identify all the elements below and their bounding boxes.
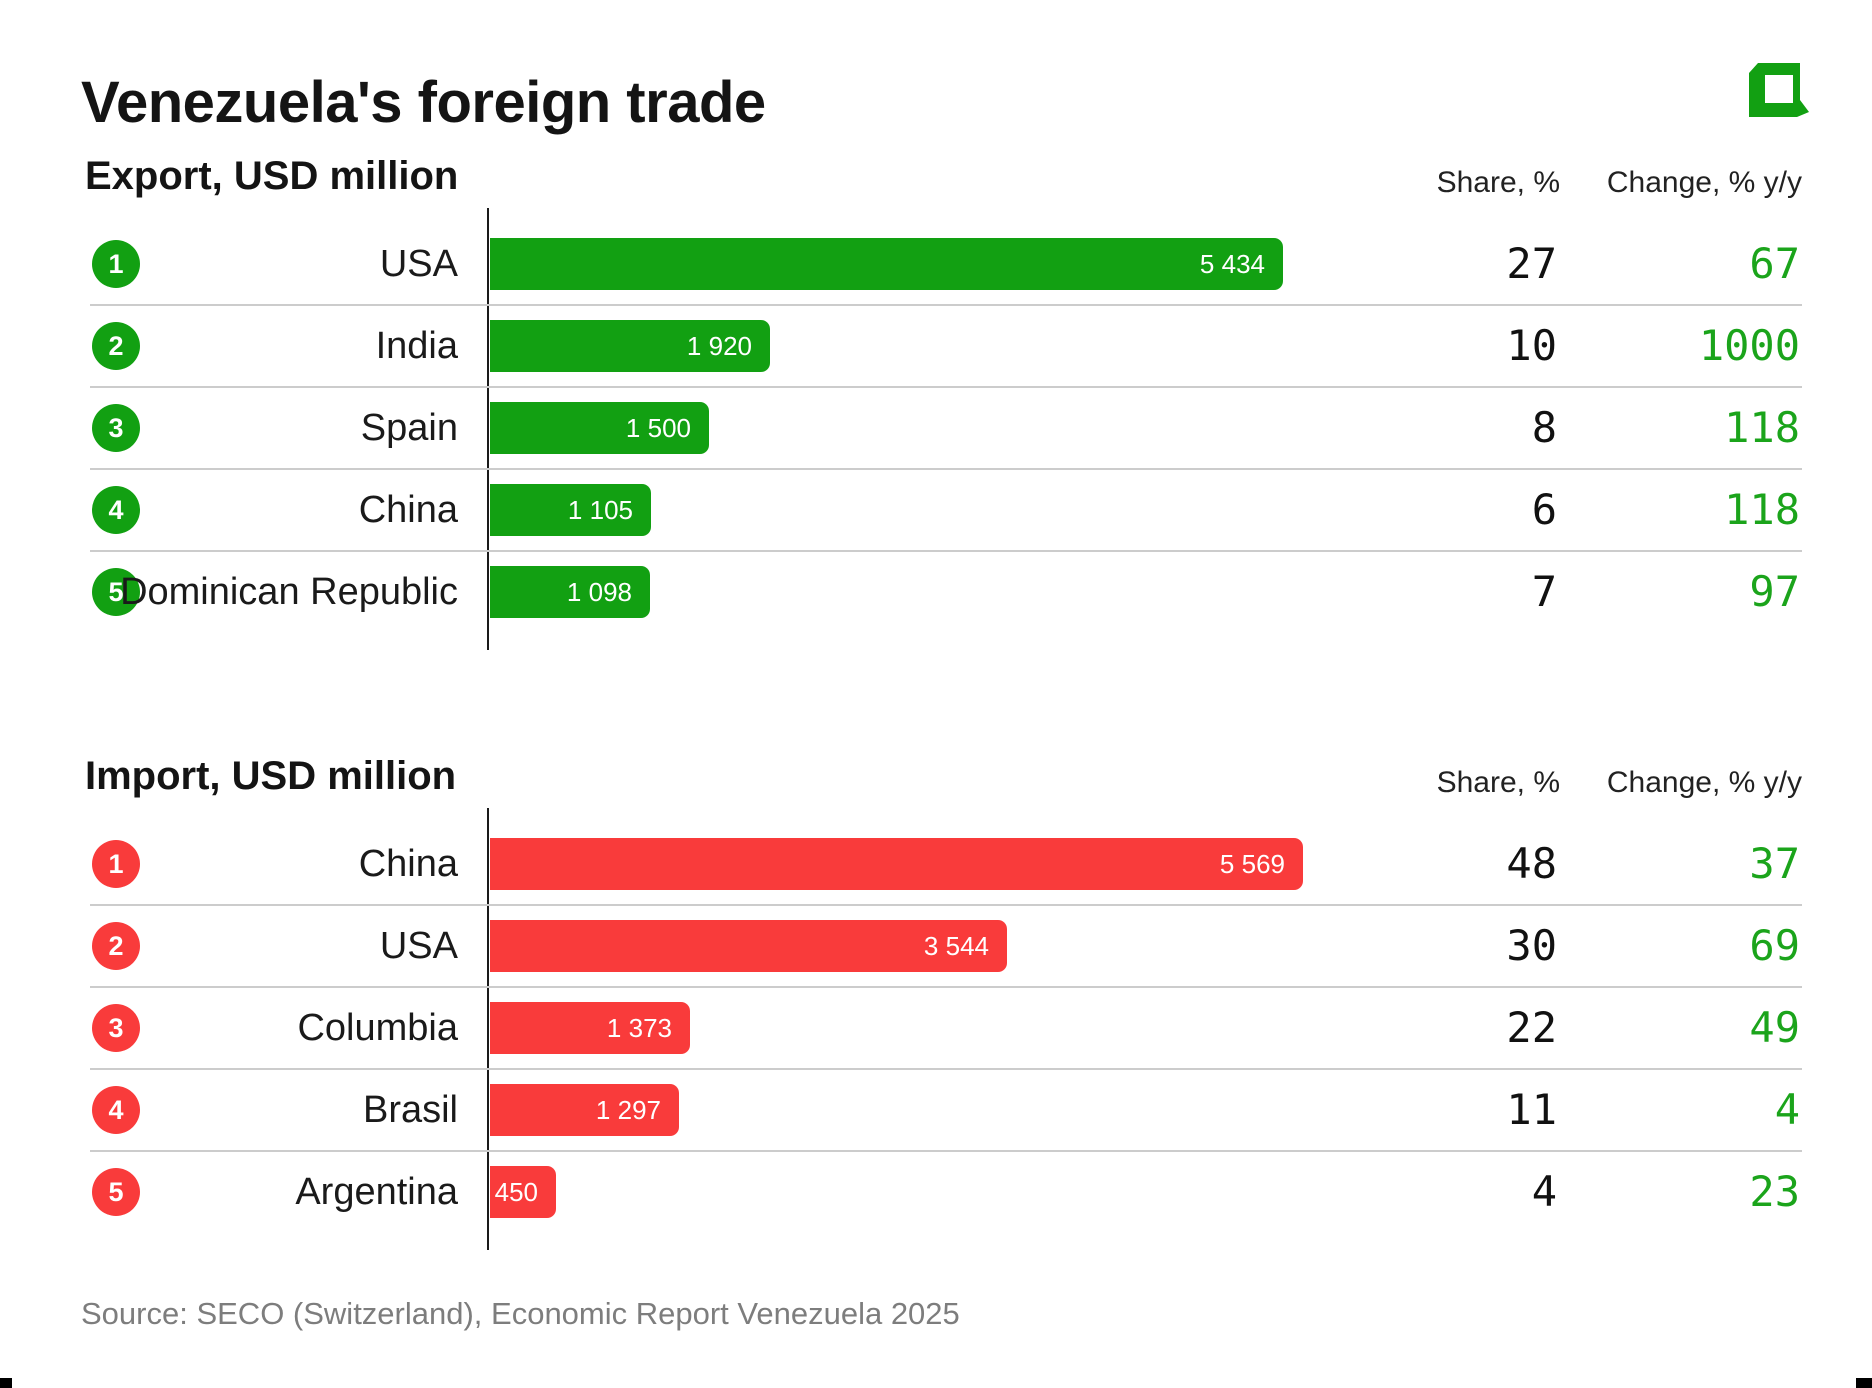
export-chart: Export, USD million Share, % Change, % y… <box>0 152 1872 672</box>
value-bar: 1 105 <box>490 484 651 536</box>
row-separator <box>90 1068 1802 1070</box>
share-value: 27 <box>1506 239 1557 288</box>
rank-badge: 2 <box>92 922 140 970</box>
share-column-header: Share, % <box>1436 766 1560 799</box>
row-separator <box>90 304 1802 306</box>
bar-value-label: 1 105 <box>567 495 633 525</box>
country-label: India <box>375 324 458 367</box>
table-row: 2 India 1 920 10 1000 <box>0 320 1872 372</box>
country-label: Spain <box>360 406 458 449</box>
bar-value-label: 3 544 <box>923 931 989 961</box>
share-value: 30 <box>1506 921 1557 970</box>
change-value: 37 <box>1749 839 1800 888</box>
source-note: Source: SECO (Switzerland), Economic Rep… <box>81 1296 960 1331</box>
row-separator <box>90 468 1802 470</box>
share-value: 48 <box>1506 839 1557 888</box>
change-value: 1000 <box>1698 321 1800 370</box>
bar-value-label: 450 <box>494 1177 538 1207</box>
change-value: 67 <box>1749 239 1800 288</box>
value-bar: 3 544 <box>490 920 1007 972</box>
table-row: 2 USA 3 544 30 69 <box>0 920 1872 972</box>
rank-badge: 1 <box>92 240 140 288</box>
change-column-header: Change, % y/y <box>1606 766 1802 799</box>
table-row: 5 Dominican Republic 1 098 7 97 <box>0 566 1872 618</box>
bar-value-label: 1 297 <box>595 1095 661 1125</box>
value-bar: 1 098 <box>490 566 650 618</box>
value-bar: 1 500 <box>490 402 709 454</box>
bar-value-label: 5 569 <box>1219 849 1285 879</box>
table-row: 3 Columbia 1 373 22 49 <box>0 1002 1872 1054</box>
bar-value-label: 1 098 <box>566 577 632 607</box>
page-title: Venezuela's foreign trade <box>81 70 766 135</box>
change-value: 97 <box>1749 567 1800 616</box>
bottom-left-artifact <box>0 1378 12 1388</box>
change-value: 69 <box>1749 921 1800 970</box>
country-label: USA <box>379 242 458 285</box>
table-row: 1 China 5 569 48 37 <box>0 838 1872 890</box>
table-row: 4 China 1 105 6 118 <box>0 484 1872 536</box>
row-separator <box>90 1150 1802 1152</box>
bar-value-label: 1 373 <box>606 1013 672 1043</box>
share-value: 6 <box>1531 485 1557 534</box>
country-label: China <box>358 842 458 885</box>
change-value: 23 <box>1749 1167 1800 1216</box>
share-value: 11 <box>1506 1085 1557 1134</box>
axis-line <box>487 208 489 650</box>
rank-badge: 1 <box>92 840 140 888</box>
rank-badge: 3 <box>92 1004 140 1052</box>
value-bar: 1 297 <box>490 1084 679 1136</box>
share-value: 7 <box>1531 567 1557 616</box>
change-column-header: Change, % y/y <box>1606 166 1802 199</box>
rank-badge: 2 <box>92 322 140 370</box>
import-plot-area: 1 China 5 569 48 37 2 USA 3 544 30 69 3 … <box>0 808 1872 1250</box>
row-separator <box>90 986 1802 988</box>
table-row: 4 Brasil 1 297 11 4 <box>0 1084 1872 1136</box>
bar-value-label: 1 920 <box>686 331 752 361</box>
axis-line <box>487 808 489 1250</box>
cube-logo-icon <box>1749 63 1809 117</box>
import-chart: Import, USD million Share, % Change, % y… <box>0 752 1872 1272</box>
country-label: China <box>358 488 458 531</box>
share-value: 8 <box>1531 403 1557 452</box>
share-value: 22 <box>1506 1003 1557 1052</box>
import-chart-title: Import, USD million <box>85 754 457 798</box>
rank-badge: 5 <box>92 568 140 616</box>
rank-badge: 4 <box>92 1086 140 1134</box>
country-label: USA <box>379 924 458 967</box>
value-bar: 1 920 <box>490 320 770 372</box>
value-bar: 450 <box>490 1166 556 1218</box>
bar-value-label: 5 434 <box>1199 249 1265 279</box>
rank-badge: 4 <box>92 486 140 534</box>
country-label: Dominican Republic <box>120 570 458 613</box>
rank-badge: 3 <box>92 404 140 452</box>
rank-badge: 5 <box>92 1168 140 1216</box>
country-label: Argentina <box>295 1170 458 1213</box>
country-label: Brasil <box>362 1088 458 1131</box>
bottom-right-artifact <box>1856 1378 1872 1388</box>
value-bar: 1 373 <box>490 1002 690 1054</box>
value-bar: 5 434 <box>490 238 1283 290</box>
bar-value-label: 1 500 <box>625 413 691 443</box>
table-row: 3 Spain 1 500 8 118 <box>0 402 1872 454</box>
table-row: 1 USA 5 434 27 67 <box>0 238 1872 290</box>
share-column-header: Share, % <box>1436 166 1560 199</box>
export-plot-area: 1 USA 5 434 27 67 2 India 1 920 10 1000 … <box>0 208 1872 650</box>
row-separator <box>90 904 1802 906</box>
export-chart-title: Export, USD million <box>85 154 459 198</box>
country-label: Columbia <box>297 1006 458 1049</box>
share-value: 4 <box>1531 1167 1557 1216</box>
share-value: 10 <box>1506 321 1557 370</box>
change-value: 118 <box>1724 403 1800 452</box>
row-separator <box>90 550 1802 552</box>
row-separator <box>90 386 1802 388</box>
change-value: 4 <box>1774 1085 1800 1134</box>
table-row: 5 Argentina 450 4 23 <box>0 1166 1872 1218</box>
value-bar: 5 569 <box>490 838 1303 890</box>
change-value: 49 <box>1749 1003 1800 1052</box>
change-value: 118 <box>1724 485 1800 534</box>
